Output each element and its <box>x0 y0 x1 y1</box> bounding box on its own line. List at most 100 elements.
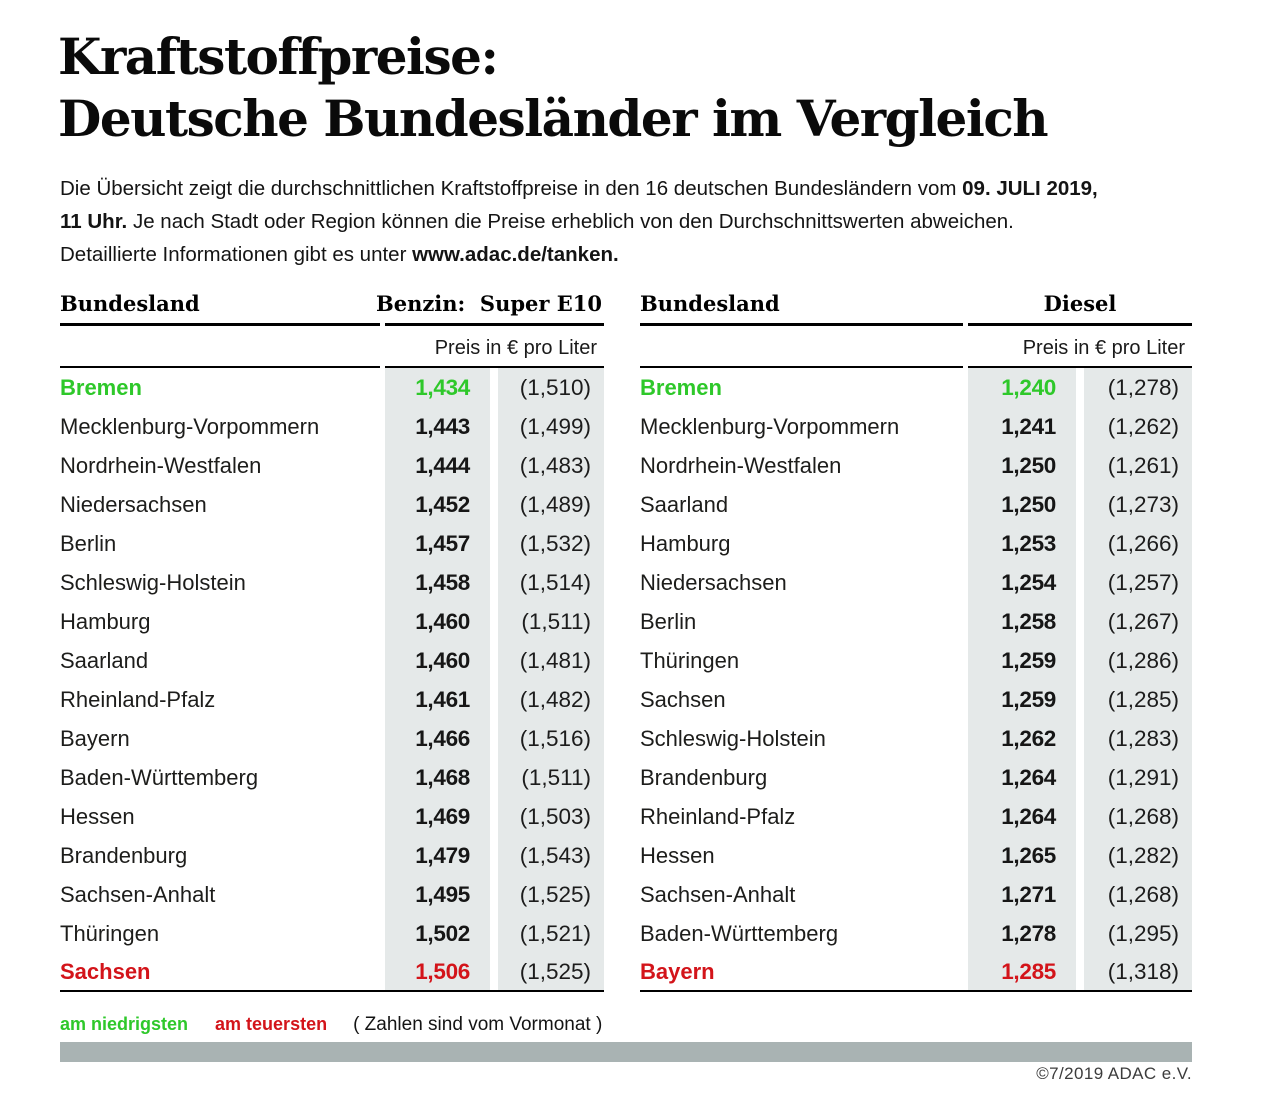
column-gap-cell <box>1076 797 1084 836</box>
diesel-table: Bundesland Diesel Preis in € pro Liter Brem… <box>640 291 1192 992</box>
prev-price-cell: (1,267) <box>1084 602 1192 641</box>
price-cell: 1,479 <box>385 836 490 875</box>
price-cell: 1,452 <box>385 485 490 524</box>
prev-price-cell: (1,273) <box>1084 485 1192 524</box>
prev-price-cell: (1,481) <box>498 641 604 680</box>
column-gap-cell <box>490 836 498 875</box>
price-cell: 1,434 <box>385 368 490 407</box>
intro-text: Die Übersicht zeigt die durchschnittlich… <box>60 172 1098 271</box>
state-name-cell: Bayern <box>60 725 130 751</box>
table-subheader-unit: Preis in € pro Liter <box>968 326 1192 368</box>
legend-note: ( Zahlen sind vom Vormonat ) <box>353 1014 603 1035</box>
benzin-table: Bundesland Benzin: Super E10 Preis in € pr… <box>60 291 604 992</box>
column-gap-cell <box>490 914 498 953</box>
price-cell: 1,278 <box>968 914 1076 953</box>
intro-line-1: Die Übersicht zeigt die durchschnittlich… <box>60 172 1098 205</box>
column-gap-cell <box>1076 485 1084 524</box>
price-cell: 1,259 <box>968 680 1076 719</box>
state-name-cell: Hamburg <box>640 530 731 556</box>
column-gap-cell <box>490 797 498 836</box>
price-cell: 1,253 <box>968 524 1076 563</box>
price-cell: 1,458 <box>385 563 490 602</box>
column-gap-cell <box>490 758 498 797</box>
state-name-cell: Bayern <box>640 953 963 992</box>
table-header-bundesland: Bundesland <box>60 291 380 326</box>
intro-segment: Die Übersicht zeigt die durchschnittlich… <box>60 177 963 200</box>
price-cell: 1,254 <box>968 563 1076 602</box>
prev-price-cell: (1,525) <box>498 953 604 992</box>
column-gap-cell <box>490 485 498 524</box>
state-name-cell: Niedersachsen <box>640 569 787 595</box>
prev-price-cell: (1,525) <box>498 875 604 914</box>
state-name-cell: Brandenburg <box>60 842 188 868</box>
column-gap-cell <box>490 602 498 641</box>
column-gap-cell <box>490 719 498 758</box>
price-cell: 1,285 <box>968 953 1076 992</box>
state-name-cell: Bremen <box>640 374 722 400</box>
state-name-cell: Sachsen <box>60 953 380 992</box>
state-name-cell: Thüringen <box>60 920 160 946</box>
legend-lowest-label: am niedrigsten <box>60 1014 189 1034</box>
column-gap-cell <box>1076 407 1084 446</box>
state-name-cell: Nordrhein-Westfalen <box>640 452 842 478</box>
column-gap-cell <box>490 524 498 563</box>
price-cell: 1,461 <box>385 680 490 719</box>
price-cell: 1,259 <box>968 641 1076 680</box>
price-cell: 1,264 <box>968 797 1076 836</box>
prev-price-cell: (1,295) <box>1084 914 1192 953</box>
intro-segment: 09. JULI 2019, <box>962 177 1098 200</box>
column-gap-cell <box>490 407 498 446</box>
state-name-cell: Sachsen-Anhalt <box>60 881 216 907</box>
state-name-cell: Baden-Württemberg <box>640 920 839 946</box>
price-cell: 1,460 <box>385 602 490 641</box>
column-gap-cell <box>490 641 498 680</box>
price-cell: 1,262 <box>968 719 1076 758</box>
state-name-cell: Thüringen <box>640 647 740 673</box>
state-name-cell: Mecklenburg-Vorpommern <box>60 413 320 439</box>
price-cell: 1,502 <box>385 914 490 953</box>
prev-price-cell: (1,521) <box>498 914 604 953</box>
subheader-rule <box>640 326 963 368</box>
prev-price-cell: (1,291) <box>1084 758 1192 797</box>
prev-price-cell: (1,285) <box>1084 680 1192 719</box>
price-cell: 1,265 <box>968 836 1076 875</box>
column-gap-cell <box>1076 953 1084 992</box>
subheader-rule <box>60 326 380 368</box>
divider-bar <box>60 1042 1192 1062</box>
prev-price-cell: (1,268) <box>1084 797 1192 836</box>
adac-url-link[interactable]: www.adac.de/tanken <box>412 243 613 266</box>
column-gap-cell <box>490 875 498 914</box>
state-name-cell: Baden-Württemberg <box>60 764 259 790</box>
state-name-cell: Sachsen <box>640 686 726 712</box>
price-cell: 1,240 <box>968 368 1076 407</box>
column-gap-cell <box>1076 641 1084 680</box>
column-gap-cell <box>1076 524 1084 563</box>
intro-segment: Detaillierte Informationen gibt es unter <box>60 243 413 266</box>
price-cell: 1,444 <box>385 446 490 485</box>
state-name-cell: Saarland <box>640 491 729 517</box>
bottom-rule-gap <box>380 953 385 992</box>
state-name-cell: Bremen <box>60 374 142 400</box>
prev-price-cell: (1,282) <box>1084 836 1192 875</box>
state-name-cell: Hamburg <box>60 608 151 634</box>
intro-line-3: Detaillierte Informationen gibt es unter… <box>60 238 1098 271</box>
state-name-cell: Saarland <box>60 647 149 673</box>
prev-price-cell: (1,262) <box>1084 407 1192 446</box>
prev-price-cell: (1,286) <box>1084 641 1192 680</box>
column-gap-cell <box>1076 758 1084 797</box>
price-cell: 1,271 <box>968 875 1076 914</box>
state-name-cell: Rheinland-Pfalz <box>60 686 216 712</box>
table-header-fuel: Diesel <box>968 291 1192 326</box>
state-name-cell: Sachsen-Anhalt <box>640 881 796 907</box>
price-cell: 1,457 <box>385 524 490 563</box>
intro-segment: . <box>613 243 619 266</box>
table-subheader-unit: Preis in € pro Liter <box>385 326 604 368</box>
state-name-cell: Rheinland-Pfalz <box>640 803 796 829</box>
prev-price-cell: (1,283) <box>1084 719 1192 758</box>
state-name-cell: Berlin <box>640 608 697 634</box>
column-gap-cell <box>490 680 498 719</box>
prev-price-cell: (1,266) <box>1084 524 1192 563</box>
column-gap-cell <box>1076 563 1084 602</box>
price-cell: 1,258 <box>968 602 1076 641</box>
